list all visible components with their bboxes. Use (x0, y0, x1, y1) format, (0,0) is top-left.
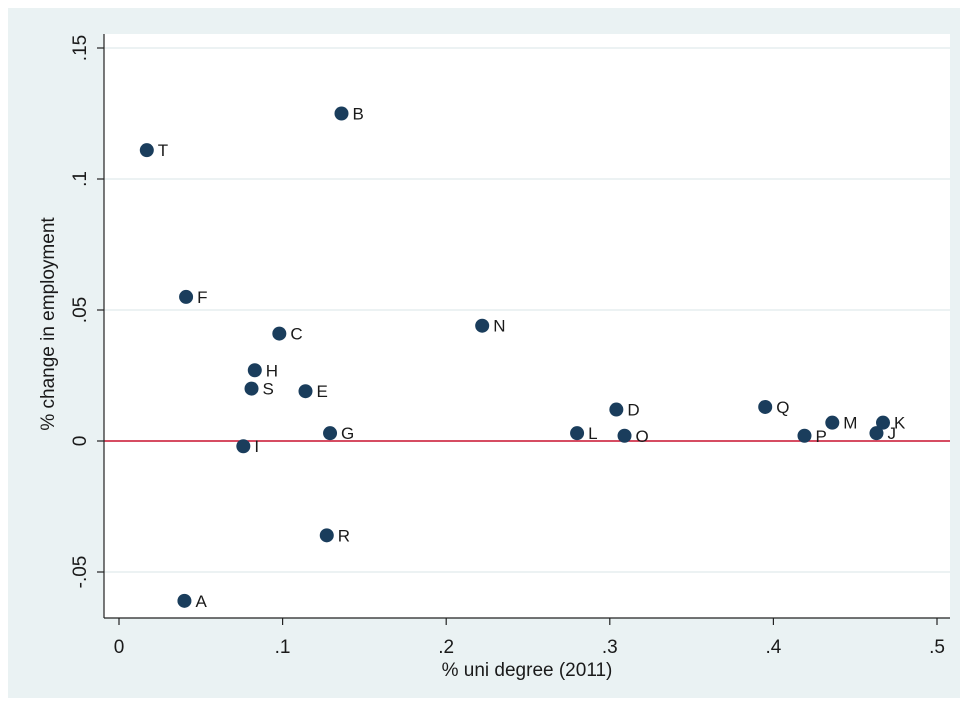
point-label-p: P (815, 427, 826, 446)
point-o (617, 428, 632, 443)
point-label-h: H (266, 361, 278, 380)
gridlines (104, 47, 950, 573)
point-label-n: N (493, 317, 505, 336)
data-points: A B C D E F G H I JK L M N O P Q R S T (139, 105, 906, 611)
point-k (876, 415, 891, 430)
axes: 0 .1 .2 .3 .4 .5 -.05 0 .05 .1 .15 (70, 34, 950, 658)
point-label-a: A (195, 592, 207, 611)
point-label-q: Q (776, 398, 789, 417)
point-label-m: M (843, 414, 857, 433)
y-tick-label: .1 (70, 171, 91, 187)
point-label-c: C (290, 325, 302, 344)
point-q (758, 399, 773, 414)
point-g (323, 426, 338, 441)
point-n (475, 318, 490, 333)
point-r (319, 528, 334, 543)
point-label-g: G (341, 424, 354, 443)
point-label-e: E (317, 382, 328, 401)
x-tick-label: .5 (929, 637, 945, 658)
y-tick-label: -.05 (70, 556, 91, 589)
point-c (272, 326, 287, 341)
point-label-t: T (158, 141, 168, 160)
point-label-s: S (263, 380, 274, 399)
x-tick-label: .2 (438, 637, 454, 658)
y-tick-label: .15 (70, 35, 91, 61)
point-i (236, 439, 251, 454)
x-axis-title: % uni degree (2011) (442, 660, 613, 681)
y-axis-title: % change in employment (38, 217, 59, 431)
point-j (869, 426, 884, 441)
point-e (298, 384, 313, 399)
x-tick-label: .4 (765, 637, 781, 658)
x-tick-label: 0 (114, 637, 125, 658)
point-label-k: K (894, 414, 906, 433)
point-t (139, 143, 154, 158)
point-d (609, 402, 624, 417)
point-label-l: L (588, 424, 597, 443)
point-label-j: J (887, 424, 896, 443)
y-tick-label: 0 (70, 436, 91, 447)
point-label-d: D (627, 401, 639, 420)
point-a (177, 593, 192, 608)
x-tick-label: .1 (275, 637, 291, 658)
point-h (247, 363, 262, 378)
point-label-o: O (636, 427, 649, 446)
y-tick-label: .05 (70, 297, 91, 323)
point-label-f: F (197, 288, 207, 307)
plot-area (104, 34, 950, 618)
point-b (334, 106, 349, 121)
point-label-b: B (352, 105, 363, 124)
point-s (244, 381, 259, 396)
x-tick-label: .3 (602, 637, 618, 658)
point-l (570, 426, 585, 441)
point-f (179, 289, 194, 304)
point-m (825, 415, 840, 430)
point-label-r: R (338, 526, 350, 545)
point-p (797, 428, 812, 443)
point-label-i: I (254, 437, 259, 456)
